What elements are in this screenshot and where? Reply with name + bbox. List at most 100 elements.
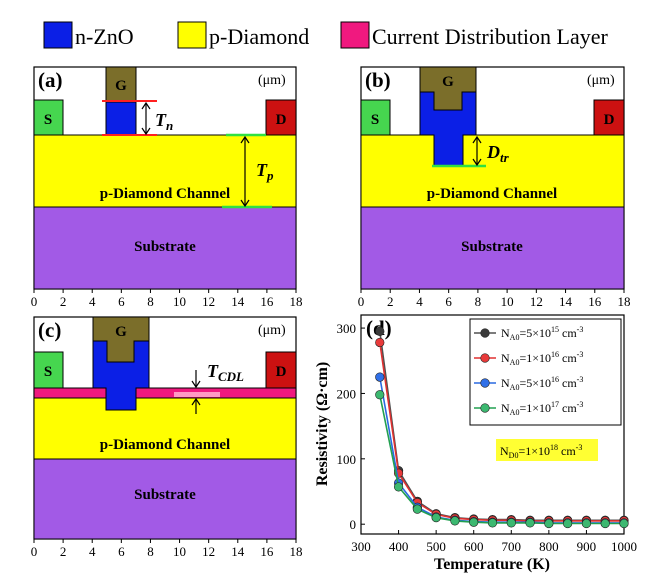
legend-label-cdl: Current Distribution Layer bbox=[372, 24, 609, 49]
tp-label: Tp bbox=[256, 160, 274, 183]
x-tick-label: 400 bbox=[389, 539, 409, 554]
x-tick-label: 16 bbox=[260, 544, 274, 559]
x-axis-ticks: 300 400 500 600 700 800 900 1000 bbox=[351, 530, 637, 554]
legend: n-ZnO p-Diamond Current Distribution Lay… bbox=[43, 21, 609, 49]
panel-tag: (c) bbox=[38, 318, 61, 342]
x-tick-label: 900 bbox=[577, 539, 597, 554]
panel-tag: (b) bbox=[365, 68, 391, 92]
substrate-label: Substrate bbox=[134, 487, 196, 503]
channel-label: p-Diamond Channel bbox=[100, 437, 230, 453]
x-tick-label: 4 bbox=[89, 544, 96, 559]
tcdl-arrows bbox=[191, 370, 201, 414]
annotation-text: ND0=1×1018 cm-3 bbox=[500, 443, 582, 460]
dtr-label: Dtr bbox=[486, 142, 510, 165]
data-point-s3 bbox=[431, 513, 441, 523]
legend-entry-label: NA0=1×1016 cm-3 bbox=[501, 350, 583, 367]
unit-label: (μm) bbox=[258, 323, 286, 338]
annotation-box bbox=[496, 439, 598, 461]
x-tick-label: 18 bbox=[290, 544, 303, 559]
source-label: S bbox=[371, 112, 379, 128]
x-ticks: 0 2 4 6 8 10 12 14 16 18 bbox=[31, 289, 303, 309]
data-point-s3 bbox=[393, 482, 404, 492]
p-diamond-region bbox=[360, 134, 625, 208]
source-label: S bbox=[44, 112, 52, 128]
x-tick-label: 700 bbox=[502, 539, 522, 554]
legend-label-diamond: p-Diamond bbox=[209, 24, 309, 49]
substrate-region bbox=[33, 206, 297, 290]
substrate-region bbox=[33, 458, 297, 540]
y-tick-label: 200 bbox=[337, 386, 357, 401]
p-diamond-region bbox=[33, 134, 297, 208]
legend-entry-label: NA0=5×1016 cm-3 bbox=[501, 375, 583, 392]
unit-label: (μm) bbox=[258, 73, 286, 88]
x-ticks: 0 2 4 6 8 10 12 14 16 18 bbox=[31, 539, 303, 559]
legend-marker bbox=[480, 378, 490, 388]
x-tick-label: 2 bbox=[60, 544, 67, 559]
gate-label: G bbox=[115, 78, 127, 94]
x-tick-label: 8 bbox=[147, 294, 154, 309]
x-tick-label: 300 bbox=[351, 539, 371, 554]
x-ticks: 0 2 4 6 8 10 12 14 16 18 bbox=[358, 289, 631, 309]
data-point-s3 bbox=[619, 518, 629, 529]
drain-label: D bbox=[276, 364, 287, 380]
y-tick-label: 300 bbox=[337, 321, 357, 336]
data-point-s3 bbox=[487, 518, 498, 528]
x-tick-label: 800 bbox=[539, 539, 559, 554]
gate-label: G bbox=[442, 74, 454, 90]
gate-label: G bbox=[115, 324, 127, 340]
unit-label: (μm) bbox=[587, 73, 615, 88]
drain-contact bbox=[593, 99, 625, 136]
x-tick-label: 8 bbox=[147, 544, 154, 559]
source-contact bbox=[360, 99, 391, 136]
y-tick-label: 0 bbox=[350, 517, 357, 532]
cdl-highlight bbox=[174, 392, 220, 397]
x-tick-label: 500 bbox=[426, 539, 446, 554]
chart-legend: NA0=5×1015 cm-3 NA0=1×1016 cm-3 NA0=5×1016… bbox=[469, 318, 622, 426]
x-tick-label: 4 bbox=[416, 294, 423, 309]
drain-label: D bbox=[276, 112, 287, 128]
data-point-s3 bbox=[600, 518, 610, 529]
substrate-region bbox=[360, 206, 625, 290]
data-point-s3 bbox=[375, 390, 385, 400]
source-label: S bbox=[44, 364, 52, 380]
y-axis-label: Resistivity (Ω·cm) bbox=[314, 362, 331, 486]
channel-label: p-Diamond Channel bbox=[100, 186, 230, 202]
drain-contact bbox=[265, 351, 297, 389]
x-tick-label: 16 bbox=[260, 294, 274, 309]
panel-b: (b) (μm) G S D Dtr p-Diamond Channel Sub… bbox=[358, 66, 631, 309]
data-point-s1 bbox=[375, 337, 385, 348]
legend-swatch-cdl bbox=[340, 21, 370, 49]
p-diamond-region bbox=[33, 396, 297, 460]
x-tick-label: 6 bbox=[118, 294, 125, 309]
substrate-label: Substrate bbox=[134, 239, 196, 255]
gate-contact bbox=[92, 316, 150, 363]
series-lines bbox=[375, 326, 629, 529]
x-tick-label: 16 bbox=[588, 294, 602, 309]
data-point-s3 bbox=[563, 518, 573, 529]
tn-label: Tn bbox=[155, 110, 173, 133]
x-tick-label: 14 bbox=[559, 294, 573, 309]
x-tick-label: 8 bbox=[475, 294, 482, 309]
panel-a: (a) (μm) G S D Tn Tp p-Diamond Channel S… bbox=[31, 66, 303, 309]
x-tick-label: 2 bbox=[60, 294, 67, 309]
panel-c: (c) (μm) G S D TCDL p-Diamond Channel Su… bbox=[31, 316, 303, 559]
drain-contact bbox=[265, 99, 297, 136]
data-point-s3 bbox=[506, 518, 516, 528]
y-tick-label: 100 bbox=[337, 452, 357, 467]
x-tick-label: 0 bbox=[31, 294, 38, 309]
legend-marker bbox=[480, 403, 490, 413]
data-point-s3 bbox=[450, 516, 460, 526]
x-tick-label: 12 bbox=[202, 294, 215, 309]
data-point-s3 bbox=[544, 518, 554, 529]
legend-marker bbox=[480, 328, 490, 338]
x-tick-label: 4 bbox=[89, 294, 96, 309]
data-point-s0 bbox=[375, 326, 385, 336]
legend-label-zno: n-ZnO bbox=[75, 24, 134, 49]
source-contact bbox=[33, 351, 64, 389]
dtr-arrow bbox=[472, 135, 482, 167]
gate-contact bbox=[105, 66, 137, 103]
legend-swatch-zno bbox=[43, 21, 73, 49]
x-tick-label: 18 bbox=[290, 294, 303, 309]
legend-swatch-diamond bbox=[177, 21, 207, 49]
